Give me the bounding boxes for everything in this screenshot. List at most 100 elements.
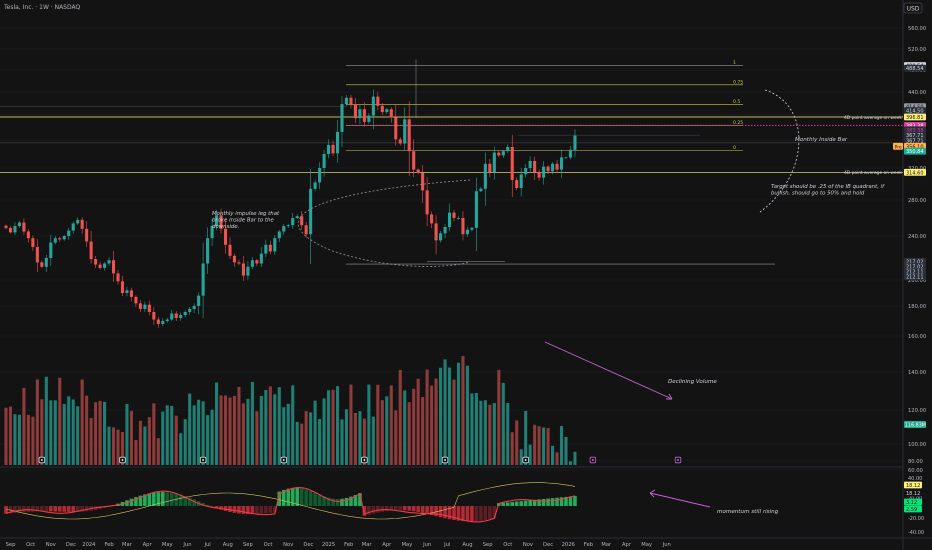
candle-body (335, 131, 340, 154)
candle-body (488, 163, 492, 172)
candle-body (573, 135, 577, 150)
momentum-histogram-bar (49, 506, 53, 512)
candle (443, 224, 447, 238)
volume-bar (170, 405, 174, 465)
time-tick-label: 2025 (322, 542, 335, 548)
candle-body (129, 290, 133, 297)
candle (425, 177, 429, 227)
candle (340, 96, 344, 148)
price-tick-label: 180.00 (908, 304, 926, 310)
momentum-histogram-bar (304, 489, 308, 506)
candle-body (555, 163, 559, 170)
candle (291, 212, 295, 229)
momentum-value-label: 3.12 (904, 498, 922, 506)
time-tick-label: Sep (243, 542, 253, 548)
price-tick-label: 440.00 (908, 90, 926, 96)
time-tick-label: Sep (6, 542, 16, 548)
candle (228, 237, 232, 260)
volume-bar (22, 387, 26, 465)
candle (407, 101, 411, 176)
momentum-histogram-bar (152, 492, 156, 506)
momentum-histogram-bar (541, 499, 546, 506)
momentum-tick-label: 40.00 (908, 476, 922, 482)
earnings-marker[interactable] (38, 456, 46, 464)
volume-bar (80, 379, 84, 465)
momentum-value-label: 18.12 (904, 489, 922, 497)
candle-body (206, 238, 210, 264)
volume-bar (371, 416, 375, 465)
svg-text:18.12: 18.12 (906, 483, 920, 489)
volume-bar (94, 402, 98, 465)
volume-bar (228, 397, 232, 465)
momentum-histogram-bar (31, 506, 35, 512)
momentum-histogram-bar (425, 506, 429, 514)
earnings-marker[interactable] (522, 456, 529, 464)
earnings-marker[interactable] (674, 456, 682, 464)
candle (62, 235, 66, 241)
currency-button[interactable]: USD (903, 2, 923, 14)
momentum-histogram-bar (66, 506, 71, 512)
candle-body (492, 152, 496, 172)
fib-level-label: 0.75 (733, 79, 743, 85)
candle-body (120, 281, 125, 293)
candle (170, 309, 174, 322)
momentum-histogram-bar (277, 491, 282, 506)
time-tick-label: Mar (362, 542, 373, 548)
momentum-histogram-bar (281, 489, 286, 506)
earnings-marker[interactable] (441, 456, 449, 464)
momentum-value-label: 18.12 (904, 481, 922, 489)
time-tick-label: Feb (104, 542, 114, 548)
annotation-line: downside. (212, 224, 239, 230)
average-line-label: 4D point average on week (844, 115, 902, 121)
candle-body (430, 214, 434, 224)
momentum-histogram-bar (488, 506, 492, 520)
candle-body (447, 212, 452, 227)
candle-body (107, 260, 111, 264)
momentum-histogram-bar (362, 506, 367, 516)
candle-body (443, 227, 447, 234)
candle (111, 250, 116, 282)
candle-body (551, 163, 555, 172)
candle (542, 161, 546, 185)
momentum-histogram-bar (246, 506, 250, 515)
candle-body (192, 306, 196, 309)
candle-body (291, 218, 295, 226)
momentum-histogram-bar (26, 506, 31, 512)
candle-body (461, 218, 465, 235)
candle (71, 221, 75, 234)
candle-body (246, 266, 250, 276)
candle (120, 275, 125, 297)
candle (371, 89, 375, 130)
candle (353, 98, 357, 123)
price-tick-label: 280.00 (908, 198, 926, 204)
momentum-histogram-bar (385, 506, 389, 512)
earnings-marker[interactable] (199, 456, 207, 464)
momentum-arrow-line (649, 492, 711, 508)
volume-bar (76, 406, 80, 465)
momentum-histogram-bar (299, 488, 304, 506)
candle (241, 255, 245, 281)
earnings-marker[interactable] (589, 456, 597, 464)
candle-body (452, 212, 456, 218)
currency-label: USD (907, 6, 920, 13)
candle-body (515, 180, 519, 188)
volume-bar (53, 400, 57, 465)
candle-body (273, 238, 277, 252)
momentum-histogram-bar (528, 500, 532, 506)
time-axis[interactable]: Sep Oct Nov Dec 2024 Feb Mar Apr May Jun Jul Aug Sep… (6, 542, 671, 548)
volume-bar (152, 403, 156, 465)
candle (264, 239, 268, 258)
candle-body (134, 296, 138, 304)
price-tick-label: 100.00 (908, 442, 926, 448)
candle (497, 150, 501, 158)
momentum-histogram-bar (559, 497, 564, 506)
earnings-marker[interactable] (119, 456, 126, 464)
time-tick-label: Nov (523, 542, 533, 548)
earnings-marker[interactable] (280, 456, 287, 464)
volume-bar (376, 384, 380, 465)
candle-body (331, 144, 335, 154)
earnings-marker[interactable] (361, 456, 368, 464)
volume-bar (13, 414, 17, 465)
candle-body (407, 119, 411, 152)
